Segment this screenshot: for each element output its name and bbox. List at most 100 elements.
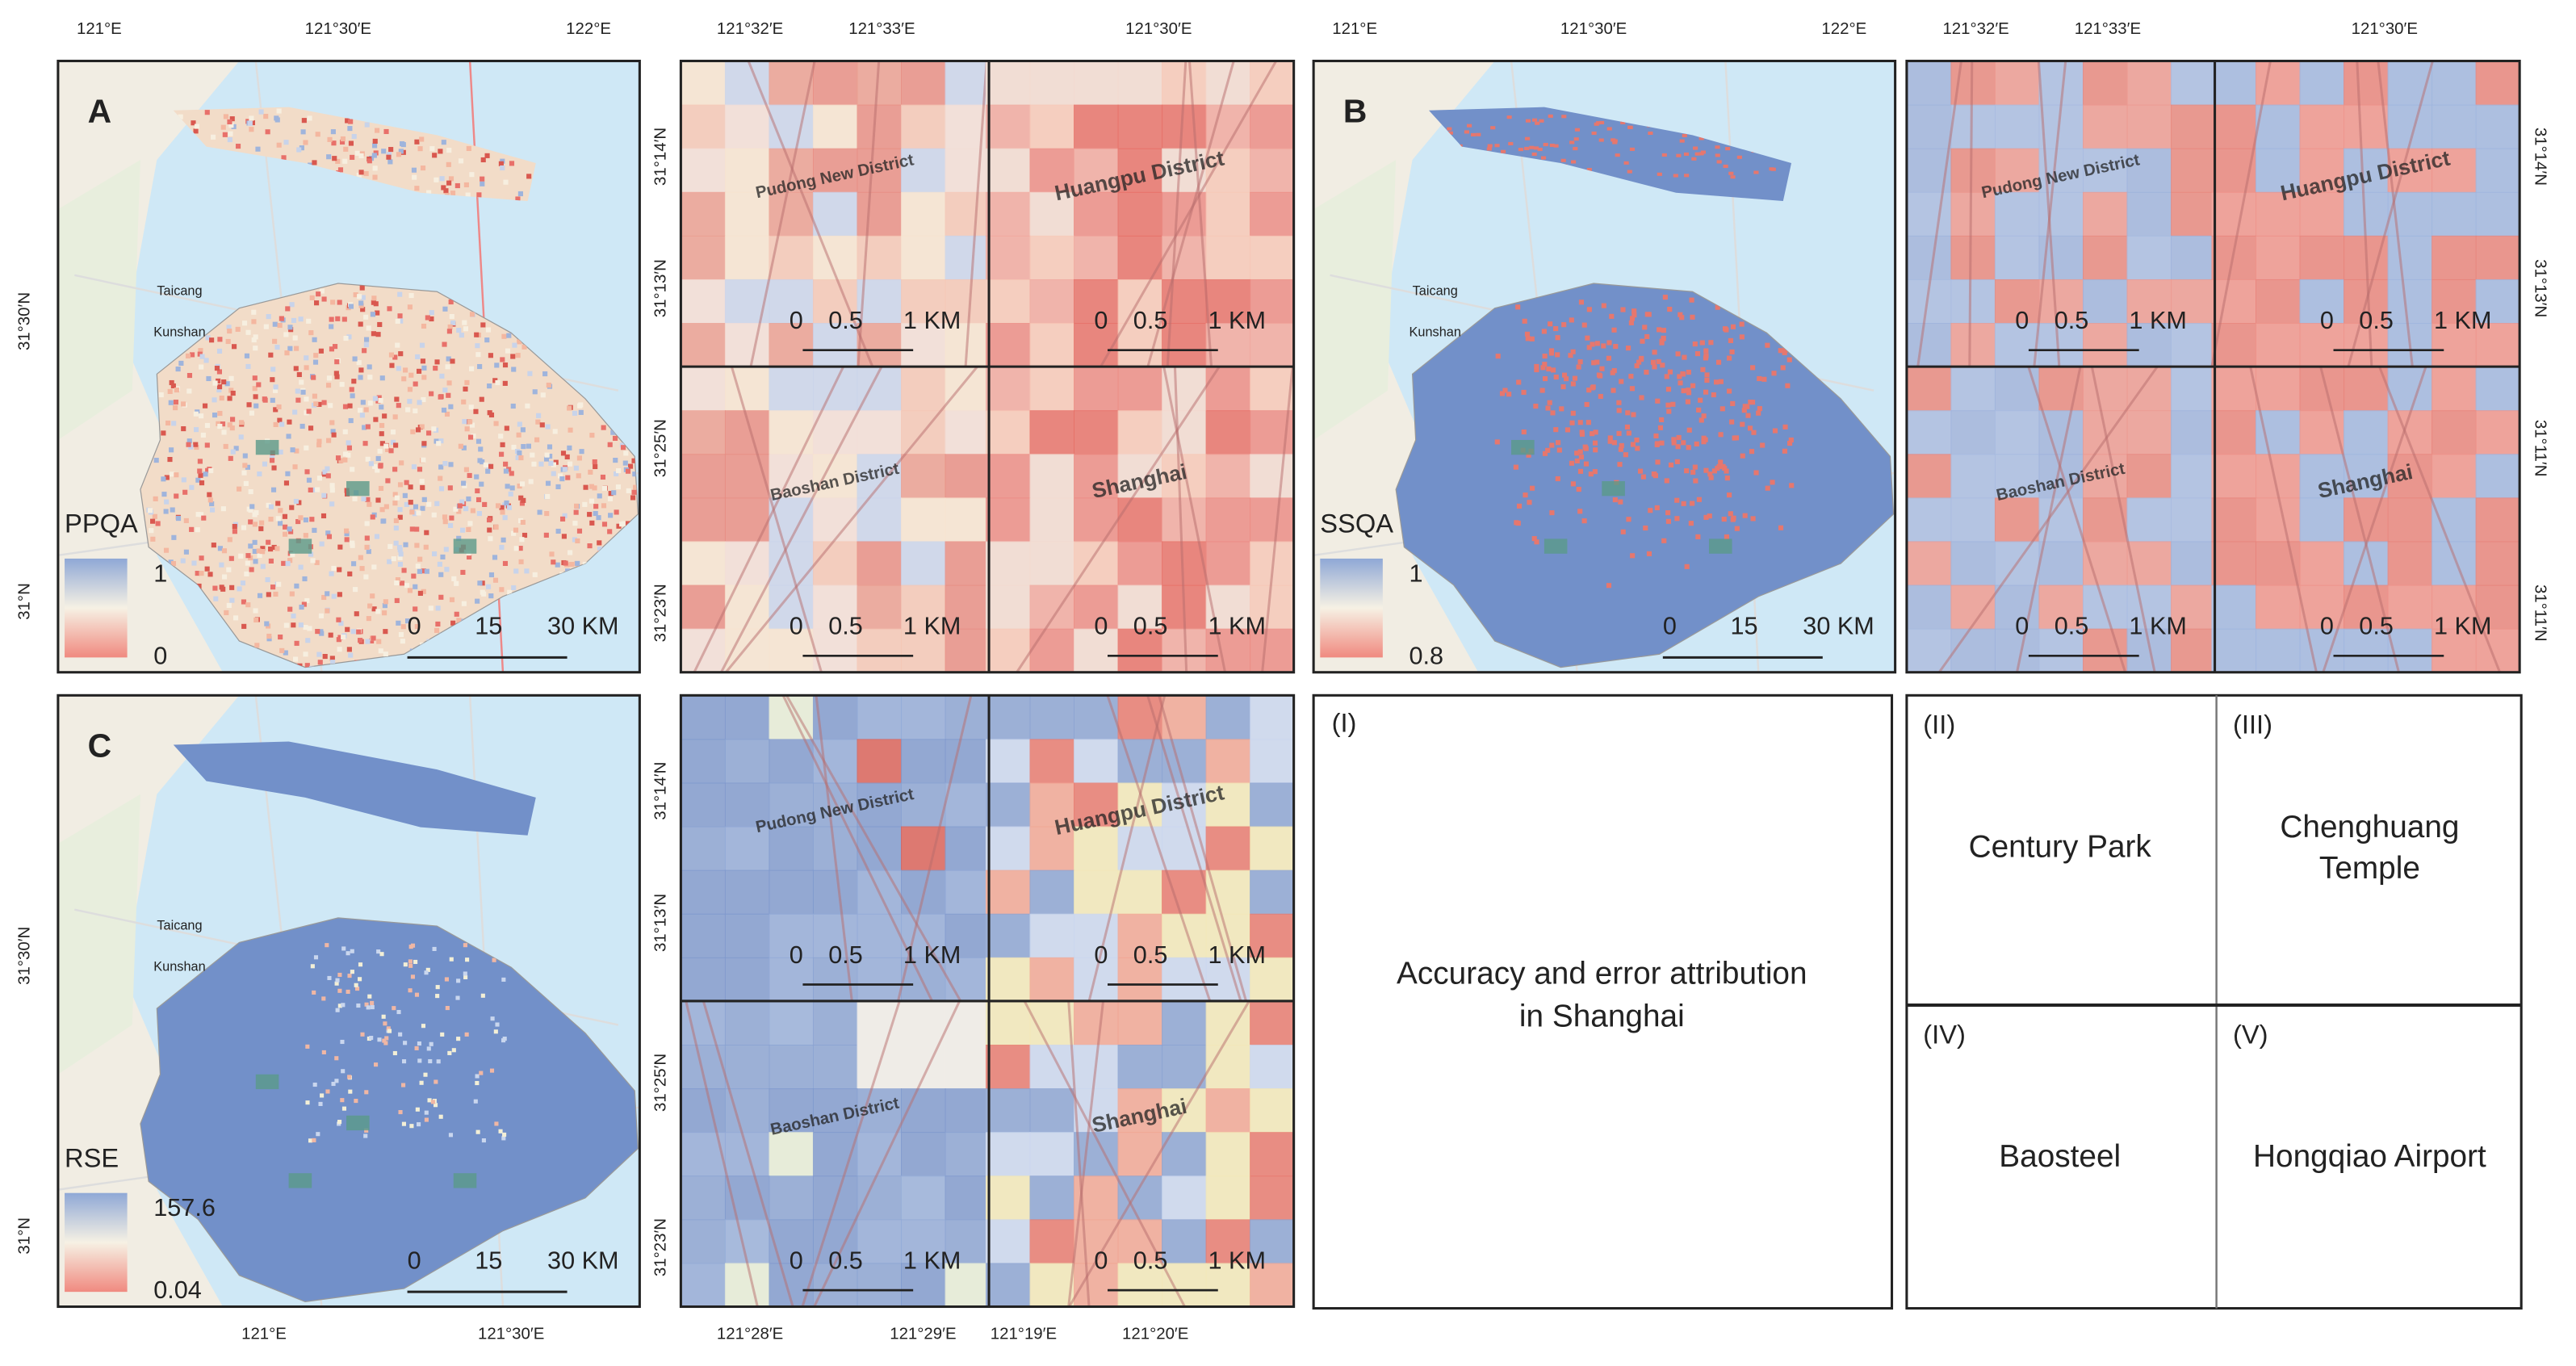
pixel: [1611, 368, 1617, 374]
pixel: [449, 597, 455, 602]
pixel: [1516, 379, 1522, 385]
pixel: [502, 560, 509, 567]
pixel: [1523, 492, 1528, 498]
grid-cell: [2299, 104, 2345, 149]
pixel: [601, 485, 608, 491]
pixel: [1618, 446, 1623, 452]
grid-cell: [681, 104, 726, 149]
road: [719, 366, 883, 673]
pixel: [398, 149, 404, 154]
pixel: [633, 484, 639, 490]
pixel: [488, 536, 493, 542]
grid-cell: [901, 61, 946, 106]
pixel: [397, 482, 404, 488]
pixel: [248, 507, 253, 513]
pixel: [547, 454, 553, 459]
grid-cell: [901, 1263, 946, 1308]
pixel: [325, 591, 330, 597]
pixel: [350, 467, 355, 472]
pixel: [1623, 161, 1629, 165]
pixel: [316, 1132, 320, 1137]
grid-cell: [1162, 1000, 1207, 1046]
pixel: [395, 318, 400, 324]
grid-cell: [724, 104, 770, 149]
grid-cell: [1029, 1132, 1075, 1177]
pixel: [421, 497, 427, 502]
pixel: [429, 1041, 434, 1046]
grid-cell: [2211, 541, 2257, 586]
pixel: [467, 419, 473, 425]
pixel: [390, 429, 396, 435]
pixel: [374, 1062, 379, 1067]
pixel: [1506, 115, 1512, 119]
pixel: [310, 964, 315, 969]
pixel: [431, 512, 437, 517]
pixel: [1553, 144, 1559, 148]
pixel: [404, 480, 409, 485]
pixel: [1713, 379, 1719, 385]
pixel: [294, 346, 299, 351]
grid-cell: [2431, 628, 2477, 673]
road: [1106, 694, 1212, 1002]
pixel: [1643, 525, 1648, 531]
pixel: [194, 427, 199, 433]
pixel: [268, 504, 274, 509]
pixel: [1540, 365, 1546, 371]
grid-cell: [1117, 913, 1163, 958]
grid-cell: [1250, 323, 1295, 368]
pixel: [409, 1124, 414, 1129]
pixel: [446, 180, 452, 186]
pixel: [1757, 406, 1762, 412]
pixel: [346, 647, 352, 652]
pixel: [423, 544, 429, 550]
grid-cell: [2126, 585, 2172, 630]
pixel: [411, 464, 417, 470]
grid-cell: [812, 585, 858, 630]
pixel: [161, 476, 166, 482]
pixel: [366, 1005, 371, 1010]
pixel: [186, 372, 193, 379]
pixel: [1561, 322, 1567, 328]
pixel: [313, 955, 319, 960]
pixel: [308, 425, 314, 431]
pixel: [1678, 380, 1683, 386]
pixel: [456, 535, 462, 541]
pixel: [456, 618, 462, 623]
pixel: [596, 515, 601, 521]
pixel: [325, 1089, 330, 1094]
pixel: [344, 537, 350, 543]
pixel: [230, 449, 236, 455]
pixel: [227, 537, 232, 543]
pixel: [362, 441, 368, 446]
scale-label: 0: [1663, 613, 1677, 640]
grid-cell: [2211, 410, 2257, 455]
pixel: [593, 463, 598, 470]
grid-cell: [1994, 410, 2040, 455]
pixel: [519, 501, 526, 506]
grid-cell: [769, 739, 814, 784]
pixel: [329, 571, 334, 576]
pixel: [346, 989, 350, 994]
grid-cell: [1205, 410, 1251, 455]
grid-cell: [2126, 454, 2172, 499]
pixel: [601, 503, 607, 509]
pixel: [358, 153, 364, 159]
pixel: [279, 647, 285, 653]
pixel: [458, 158, 464, 164]
grid-cell: [681, 323, 726, 368]
grid-cell: [1074, 1000, 1119, 1046]
pixel: [1502, 388, 1508, 393]
pixel: [356, 629, 362, 635]
pixel: [191, 560, 197, 566]
pixel: [1778, 348, 1783, 354]
pixel: [568, 550, 573, 555]
pixel: [1578, 300, 1585, 305]
pixel: [383, 1021, 387, 1026]
pixel: [1585, 335, 1590, 341]
lat-tick: 31°30′N: [15, 927, 33, 985]
pixel: [1619, 442, 1624, 449]
pixel: [377, 1037, 382, 1042]
pixel: [520, 427, 526, 433]
pixel: [348, 417, 354, 424]
